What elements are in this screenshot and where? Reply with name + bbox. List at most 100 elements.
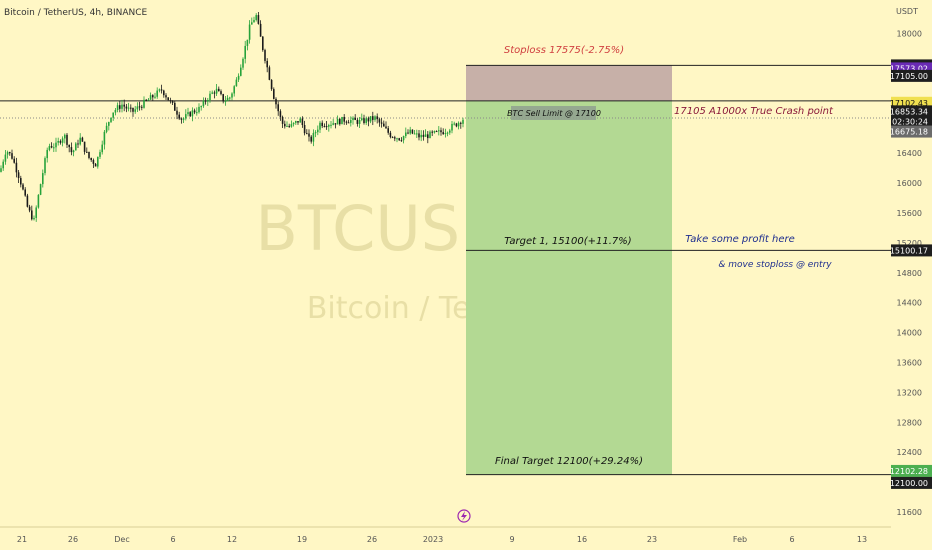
candle-body <box>178 114 180 119</box>
candle-body <box>281 116 284 124</box>
candle-body <box>385 126 387 129</box>
candle-body <box>367 118 370 122</box>
candle-body <box>277 104 279 112</box>
candle-body <box>433 131 436 133</box>
candle-body <box>231 93 233 98</box>
candle-body <box>328 125 330 127</box>
candle-body <box>449 130 451 133</box>
candle-body <box>64 134 66 139</box>
candle-body <box>286 125 288 127</box>
candle-body <box>134 109 136 112</box>
candle-body <box>171 100 174 103</box>
price-label-box <box>891 244 932 257</box>
candle-body <box>156 90 158 97</box>
candle-body <box>108 122 110 126</box>
candle-body <box>26 195 29 207</box>
event-icon <box>457 509 471 523</box>
y-tick-label: 16000 <box>897 179 922 188</box>
candle-body <box>121 104 123 109</box>
candle-body <box>147 99 150 101</box>
candle-body <box>251 22 253 25</box>
candle-body <box>53 147 55 149</box>
candle-body <box>270 79 273 90</box>
candle-body <box>176 110 178 115</box>
x-tick-label: 26 <box>367 535 377 544</box>
candle-body <box>42 173 44 185</box>
candle-body <box>365 118 367 124</box>
x-tick-label: 26 <box>68 535 78 544</box>
candle-body <box>336 118 339 125</box>
candle-body <box>442 132 444 135</box>
candle-body <box>6 152 9 155</box>
candle-body <box>163 90 165 96</box>
candle-body <box>88 151 90 158</box>
candle-body <box>330 124 332 126</box>
candle-body <box>2 161 4 169</box>
y-tick-label: 15600 <box>897 209 922 218</box>
x-tick-label: 21 <box>17 535 27 544</box>
candle-body <box>361 118 363 121</box>
candle-body <box>345 121 348 123</box>
y-tick-label: 12800 <box>897 418 922 427</box>
candle-body <box>149 95 152 100</box>
y-tick-label: 14800 <box>897 269 922 278</box>
price-label-value: 16675.18 <box>890 128 928 137</box>
x-tick-label: 12 <box>227 535 237 544</box>
candle-body <box>352 117 354 121</box>
candle-body <box>0 168 2 172</box>
candle-body <box>262 36 264 51</box>
sell-limit-label-bg <box>511 106 596 120</box>
y-tick-label: 14000 <box>897 329 922 338</box>
candle-body <box>290 124 293 127</box>
candle-body <box>400 140 403 142</box>
candle-body <box>198 106 200 113</box>
candle-body <box>246 39 249 46</box>
candle-body <box>295 121 297 123</box>
candle-body <box>59 141 62 143</box>
candle-body <box>200 106 202 108</box>
candle-body <box>273 89 275 99</box>
candle-body <box>94 163 97 167</box>
annotation-target1: Target 1, 15100(+11.7%) <box>504 236 631 247</box>
candle-body <box>376 116 378 120</box>
candle-body <box>160 89 163 91</box>
x-tick-label: 6 <box>789 535 794 544</box>
candle-body <box>253 19 255 23</box>
price-label-value: 12100.00 <box>890 479 928 488</box>
candle-body <box>407 132 409 134</box>
candle-body <box>343 116 345 122</box>
annotation-sell_limit: BTC Sell Limit @ 17100 <box>507 109 601 118</box>
candle-body <box>191 110 194 117</box>
y-tick-label: 16400 <box>897 149 922 158</box>
candle-body <box>187 112 189 115</box>
y-tick-label: 18000 <box>897 30 922 39</box>
candle-body <box>356 120 359 124</box>
candle-body <box>424 134 427 137</box>
lightning-icon <box>461 511 467 521</box>
candle-body <box>301 118 304 126</box>
candle-body <box>411 129 414 134</box>
candle-body <box>339 118 341 125</box>
candle-body <box>462 119 464 124</box>
candle-body <box>55 142 57 148</box>
candle-body <box>86 151 88 153</box>
candle-body <box>182 118 185 120</box>
candle-body <box>332 123 334 125</box>
candle-body <box>268 67 271 80</box>
candle-body <box>323 126 326 128</box>
y-tick-label: 11600 <box>897 508 922 517</box>
candle-body <box>372 116 374 120</box>
candle-body <box>460 122 462 124</box>
candle-body <box>97 156 99 167</box>
candle-body <box>264 50 266 61</box>
candle-body <box>72 150 75 153</box>
candle-body <box>306 133 308 135</box>
candle-body <box>15 162 18 173</box>
candle-body <box>61 138 64 143</box>
candle-body <box>220 91 222 95</box>
candle-body <box>383 123 385 127</box>
candle-body <box>229 97 231 99</box>
candle-body <box>39 184 42 195</box>
